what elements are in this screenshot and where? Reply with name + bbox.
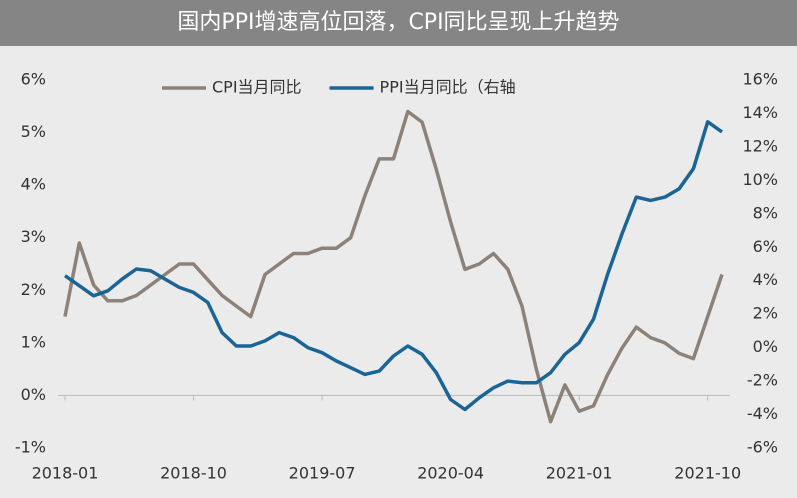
y2-tick-label: 14% — [742, 103, 778, 122]
y-tick-label: 1% — [21, 332, 46, 351]
x-tick-label: 2021-10 — [674, 464, 741, 483]
y2-tick-label: 8% — [753, 203, 778, 222]
y2-tick-label: 0% — [753, 337, 778, 356]
series-line — [63, 120, 724, 412]
y-tick-label: 5% — [21, 122, 46, 141]
y-tick-label: 6% — [21, 70, 46, 89]
legend-label: PPI当月同比（右轴 — [380, 78, 516, 97]
x-tick-label: 2018-01 — [32, 464, 99, 483]
x-tick-label: 2020-04 — [417, 464, 484, 483]
x-tick-label: 2021-01 — [546, 464, 613, 483]
series-line — [63, 109, 724, 424]
y2-tick-label: 4% — [753, 270, 778, 289]
y-tick-label: 2% — [21, 280, 46, 299]
y2-tick-label: 16% — [742, 70, 778, 89]
y-tick-label: 4% — [21, 175, 46, 194]
x-tick-label: 2019-07 — [289, 464, 356, 483]
chart: -1% 0% 1% 2% 3% 4% 5% 6% -6% -4% -2% 0% 2% 4% 6% 8% 10% 1… — [15, 70, 778, 483]
y2-tick-label: 2% — [753, 304, 778, 323]
x-tick-label: 2018-10 — [160, 464, 227, 483]
y-tick-label: -1% — [15, 438, 46, 457]
y2-tick-label: 6% — [753, 237, 778, 256]
chart-title: 国内PPI增速高位回落，CPI同比呈现上升趋势 — [0, 0, 797, 46]
y2-tick-label: -4% — [747, 404, 778, 423]
y-tick-label: 3% — [21, 227, 46, 246]
y-tick-label: 0% — [21, 385, 46, 404]
y2-tick-label: -2% — [747, 371, 778, 390]
y2-tick-label: -6% — [747, 438, 778, 457]
y2-tick-label: 12% — [742, 136, 778, 155]
y2-tick-label: 10% — [742, 170, 778, 189]
legend-label: CPI当月同比 — [212, 78, 302, 97]
